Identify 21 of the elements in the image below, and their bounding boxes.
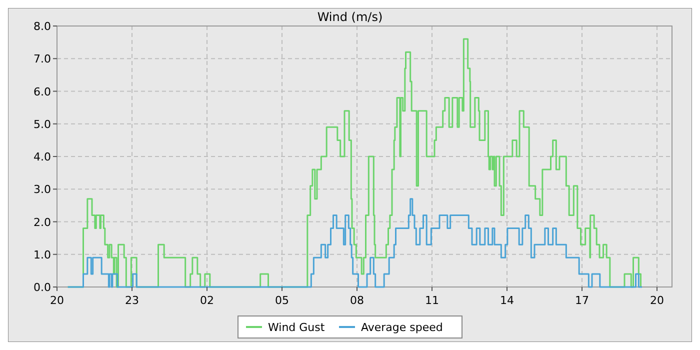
y-tick-label: 0.0 [34,281,51,294]
y-tick-label: 6.0 [34,85,51,98]
chart-title: Wind (m/s) [317,10,383,24]
y-tick-label: 3.0 [34,183,51,196]
x-tick-label: 08 [350,294,364,307]
x-tick-label: 14 [500,294,514,307]
x-tick-label: 17 [575,294,589,307]
y-tick-label: 1.0 [34,248,51,262]
y-tick-label: 8.0 [34,20,51,33]
x-tick-label: 05 [275,294,289,307]
y-tick-label: 5.0 [34,118,51,131]
x-tick-label: 11 [425,294,439,307]
x-tick-label: 20 [650,294,664,307]
y-tick-label: 4.0 [34,150,51,164]
y-tick-label: 7.0 [34,52,51,66]
x-tick-label: 02 [200,294,214,307]
x-tick-label: 23 [125,294,139,307]
legend-label: Wind Gust [268,321,326,334]
y-tick-label: 2.0 [34,216,51,229]
x-tick-label: 20 [50,294,64,307]
legend-label: Average speed [361,321,443,334]
